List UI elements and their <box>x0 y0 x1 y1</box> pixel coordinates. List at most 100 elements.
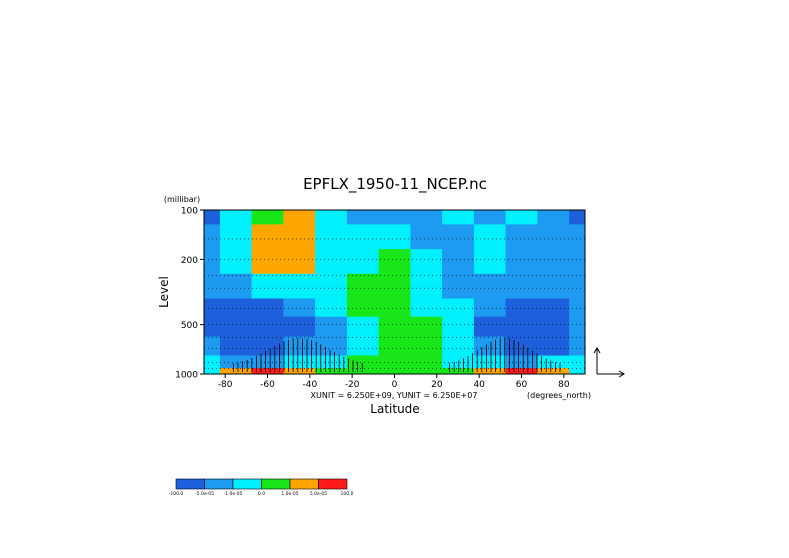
vector-scale-note: XUNIT = 6.250E+09, YUNIT = 6.250E+07 <box>311 391 478 400</box>
field-cell <box>505 355 538 369</box>
x-tick-label: -80 <box>218 380 233 390</box>
field-cell <box>473 210 507 225</box>
field-cell <box>410 224 443 250</box>
field-cell <box>315 368 348 375</box>
field-cell <box>204 298 221 318</box>
colorbar-label: -1.0e-05 <box>224 491 243 497</box>
field-cell <box>219 273 253 299</box>
colorbar-swatch <box>232 478 262 490</box>
y-tick-label: 200 <box>181 256 198 266</box>
field-cell <box>442 210 475 225</box>
field-cell <box>505 316 538 338</box>
y-axis-ticks: 100 200 500 1000 <box>175 207 204 381</box>
y-tick-label: 1000 <box>175 371 198 381</box>
field-cell <box>442 249 475 275</box>
field-cell <box>251 336 284 356</box>
colorbar-swatch <box>175 478 205 490</box>
field-cell <box>315 336 348 356</box>
x-axis-label: Latitude <box>370 402 419 416</box>
field-cell <box>204 224 221 250</box>
field-cell <box>537 273 570 299</box>
field-cell <box>569 355 586 369</box>
field-cell <box>569 273 586 299</box>
y-tick-label: 100 <box>181 207 198 217</box>
field-cell <box>283 336 316 356</box>
field-cell <box>315 355 348 369</box>
field-cell <box>442 355 475 369</box>
field-cell <box>537 355 570 369</box>
field-cell <box>410 336 443 356</box>
x-tick-label: 60 <box>516 380 528 390</box>
x-tick-label: -40 <box>302 380 317 390</box>
field-cell <box>378 336 411 356</box>
colorbar: -100.0 -5.0e-05 -1.0e-05 0.0 1.0e-05 5.0e-05 1… <box>169 478 354 497</box>
field-cell <box>537 210 570 225</box>
field-cell <box>346 336 380 356</box>
field-cell <box>473 224 507 250</box>
field-cell <box>315 249 348 275</box>
field-cell <box>473 273 507 299</box>
field-cell <box>283 298 316 318</box>
field-cell <box>346 273 380 299</box>
x-tick-label: -60 <box>260 380 275 390</box>
field-cell <box>346 249 380 275</box>
field-cell <box>251 273 284 299</box>
colorbar-swatch <box>289 478 319 490</box>
field-cell <box>204 368 221 375</box>
field-cell <box>537 249 570 275</box>
x-axis-ticks: -80 -60 -40 -20 0 20 40 60 80 <box>218 374 570 390</box>
field-cell <box>204 273 221 299</box>
field-cell <box>410 368 443 375</box>
contour-field <box>204 210 586 375</box>
field-cell <box>569 368 586 375</box>
field-cell <box>537 368 570 375</box>
reference-vector <box>593 347 625 378</box>
field-cell <box>251 210 284 225</box>
field-cell <box>204 249 221 275</box>
field-cell <box>505 273 538 299</box>
field-cell <box>204 316 221 338</box>
field-cell <box>219 368 253 375</box>
colorbar-label: 100.0 <box>341 491 354 497</box>
field-cell <box>346 316 380 338</box>
field-cell <box>378 249 411 275</box>
field-cell <box>283 249 316 275</box>
field-cell <box>283 355 316 369</box>
field-cell <box>283 316 316 338</box>
field-cell <box>442 368 475 375</box>
field-cell <box>315 210 348 225</box>
field-cell <box>251 368 284 375</box>
x-tick-label: 20 <box>431 380 443 390</box>
field-cell <box>410 316 443 338</box>
field-cell <box>410 355 443 369</box>
x-tick-label: 0 <box>392 380 398 390</box>
x-tick-label: 80 <box>558 380 570 390</box>
field-cell <box>537 336 570 356</box>
field-cell <box>378 210 411 225</box>
reference-vector-right-head <box>618 370 625 378</box>
reference-vector-up-head <box>593 347 601 354</box>
field-cell <box>569 249 586 275</box>
field-cell <box>442 298 475 318</box>
x-tick-label: -20 <box>345 380 360 390</box>
field-cell <box>346 298 380 318</box>
field-cell <box>537 316 570 338</box>
field-cell <box>473 355 507 369</box>
field-cell <box>410 249 443 275</box>
field-cell <box>219 336 253 356</box>
field-cell <box>251 316 284 338</box>
field-cell <box>378 224 411 250</box>
colorbar-label: -5.0e-05 <box>195 491 214 497</box>
field-cell <box>219 316 253 338</box>
field-cell <box>219 224 253 250</box>
field-cell <box>315 298 348 318</box>
field-cell <box>473 298 507 318</box>
field-cell <box>315 224 348 250</box>
field-cell <box>315 316 348 338</box>
field-cell <box>537 224 570 250</box>
field-cell <box>219 298 253 318</box>
field-cell <box>315 273 348 299</box>
field-cell <box>505 224 538 250</box>
field-cell <box>346 224 380 250</box>
x-tick-label: 40 <box>473 380 485 390</box>
